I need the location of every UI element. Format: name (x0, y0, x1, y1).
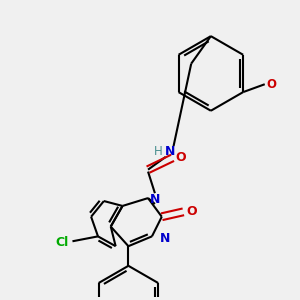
Text: N: N (164, 146, 175, 158)
Text: Cl: Cl (55, 236, 68, 249)
Text: N: N (150, 193, 160, 206)
Text: O: O (176, 152, 186, 164)
Text: O: O (267, 78, 277, 91)
Text: O: O (186, 205, 197, 218)
Text: H: H (154, 146, 162, 158)
Text: N: N (160, 232, 170, 245)
